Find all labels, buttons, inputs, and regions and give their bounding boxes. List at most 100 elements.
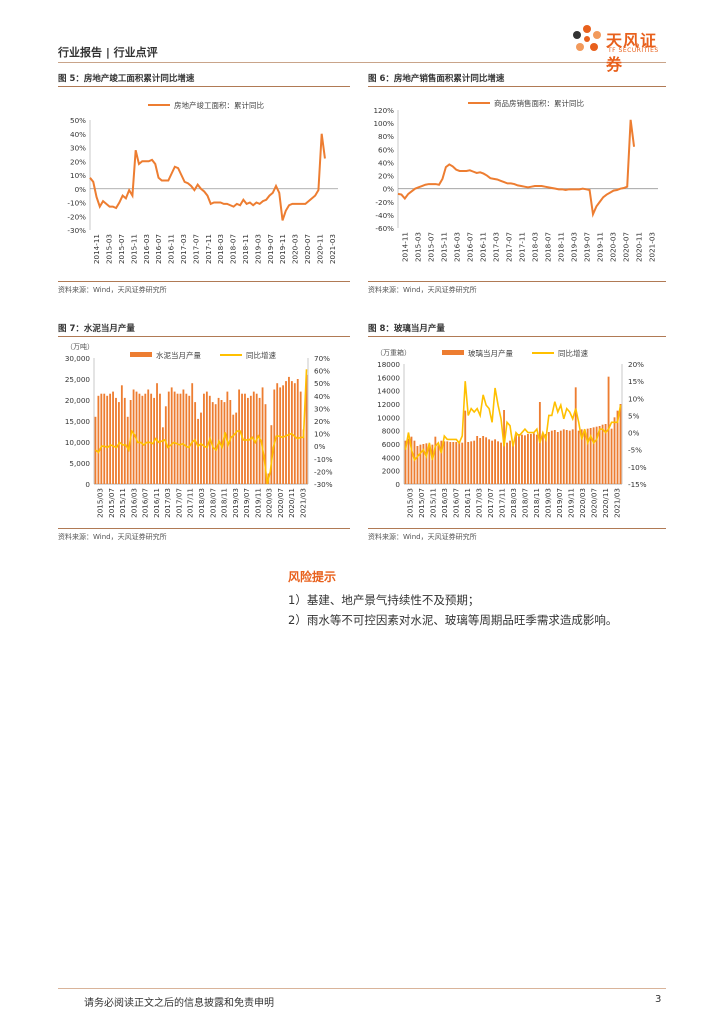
bar — [276, 383, 279, 484]
x-tick-label: 2017/07 — [486, 488, 495, 518]
x-tick-label: 2019/07 — [242, 488, 251, 518]
x-tick-label: 2016/07 — [141, 488, 150, 518]
bar — [296, 379, 299, 484]
y-tick-label: -40% — [375, 211, 394, 220]
x-tick-label: 2015-03 — [414, 232, 423, 262]
bar — [132, 389, 135, 484]
bar — [205, 391, 208, 484]
bar — [194, 402, 197, 484]
bar — [595, 426, 598, 484]
figure-6-source: 资料来源：Wind，天风证券研究所 — [368, 286, 477, 294]
y-tick-label: 40% — [70, 130, 86, 139]
x-tick-label: 2017-07 — [505, 232, 514, 262]
x-tick-label: 2020/07 — [589, 488, 598, 518]
bar — [188, 395, 191, 484]
x-tick-label: 2015/03 — [406, 488, 415, 518]
y-tick-label: 6000 — [382, 440, 401, 449]
y-tick-label: 2000 — [382, 467, 401, 476]
bar — [422, 444, 425, 484]
y-tick-label: 14000 — [377, 387, 400, 396]
x-tick-label: 2021/03 — [612, 488, 621, 518]
figure-8-bottom-rule — [368, 528, 666, 529]
y-tick-label: 25,000 — [65, 375, 91, 384]
x-tick-label: 2016/11 — [152, 488, 161, 518]
y-tick-label: 10% — [70, 171, 86, 180]
x-tick-label: 2020-07 — [622, 232, 631, 262]
x-tick-label: 2018-11 — [557, 232, 566, 262]
bar — [413, 440, 416, 484]
figure-8-chart: 0 2000 4000 6000 8000 10000 12000 14000 16000 180… — [377, 348, 647, 518]
y-tick-label: 0 — [395, 480, 400, 489]
y-tick-label: 20% — [70, 157, 86, 166]
y-tick-label: -20% — [67, 212, 86, 221]
y-tick-label: 5,000 — [69, 459, 90, 468]
bar — [589, 428, 592, 484]
bar — [159, 393, 161, 484]
x-tick-label: 2018/07 — [208, 488, 217, 518]
bar — [455, 442, 458, 484]
bar — [203, 393, 205, 484]
bar — [176, 393, 179, 484]
growth-line — [404, 381, 622, 462]
y2-tick-label: 15% — [628, 377, 644, 386]
x-tick-label: 2018/11 — [220, 488, 229, 518]
bar — [503, 410, 505, 484]
x-tick-label: 2021/03 — [298, 488, 307, 518]
x-tick-label: 2018/03 — [509, 488, 518, 518]
bar — [97, 395, 100, 484]
bar — [431, 444, 434, 484]
bar — [273, 389, 276, 484]
bar — [544, 434, 547, 484]
bar — [571, 429, 574, 484]
risk-title: 风险提示 — [288, 570, 337, 584]
page-number: 3 — [655, 994, 662, 1005]
bar — [226, 391, 229, 484]
y-tick-label: 60% — [378, 145, 394, 154]
bar — [232, 414, 235, 484]
bar — [616, 410, 619, 484]
y-tick-label: -30% — [67, 226, 86, 235]
bar — [506, 442, 508, 484]
figure-6-chart: -60% -40% -20% 0% 20% 40% 60% 80% 100% 120% 2014-1… — [373, 98, 658, 262]
figure-6-title: 图 6：房地产销售面积累计同比增速 — [368, 74, 505, 84]
bar — [428, 444, 431, 484]
x-tick-label: 2019-07 — [583, 232, 592, 262]
x-tick-label: 2017/03 — [163, 488, 172, 518]
x-tick-label: 2015-07 — [427, 232, 436, 262]
bar — [150, 393, 153, 484]
bar — [223, 402, 226, 484]
x-tick-label: 2019-11 — [596, 232, 605, 262]
bar — [235, 412, 238, 484]
x-tick-label: 2020-11 — [315, 234, 324, 264]
header-divider — [58, 62, 666, 63]
bar — [458, 441, 461, 484]
x-tick-label: 2016-07 — [154, 234, 163, 264]
y2-tick-label: -10% — [314, 455, 333, 464]
bar — [527, 434, 529, 484]
bar — [580, 429, 583, 484]
bar — [147, 389, 150, 484]
bar — [452, 442, 455, 484]
x-tick-label: 2019/11 — [566, 488, 575, 518]
bar — [577, 430, 580, 484]
x-tick-label: 2019-03 — [253, 234, 262, 264]
x-tick-label: 2014-11 — [401, 232, 410, 262]
legend-bar-label: 水泥当月产量 — [156, 350, 201, 360]
y-tick-label: 16000 — [377, 373, 400, 382]
bar — [437, 445, 440, 484]
bar — [246, 397, 249, 484]
bar — [214, 404, 217, 484]
bar — [592, 427, 595, 484]
bar — [535, 434, 538, 484]
bar — [112, 391, 114, 484]
x-tick-label: 2019/11 — [253, 488, 262, 518]
x-tick-label: 2020-03 — [609, 232, 618, 262]
figure-5-bottom-rule — [58, 281, 350, 282]
y-tick-label: 30,000 — [65, 354, 91, 363]
y2-tick-label: 50% — [314, 379, 330, 388]
bar — [541, 434, 544, 484]
bar — [244, 393, 246, 484]
bar — [604, 424, 607, 484]
bar — [550, 430, 553, 484]
bar — [238, 389, 241, 484]
